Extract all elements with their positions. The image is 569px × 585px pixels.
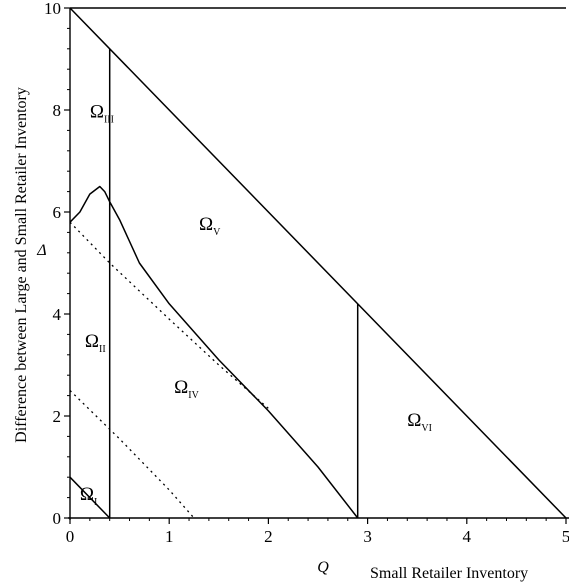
x-axis-symbol: Q <box>317 559 329 576</box>
y-tick-label: 0 <box>53 509 62 528</box>
region-label: ΩII <box>85 331 106 355</box>
y-tick-label: 10 <box>44 0 61 18</box>
series-layer <box>69 7 567 519</box>
x-tick-label: 4 <box>463 527 472 546</box>
region-label: ΩV <box>199 214 221 238</box>
solid-boundary <box>69 185 359 519</box>
y-axis-symbol: Δ <box>36 242 46 259</box>
y-axis-title: Difference between Large and Small Retai… <box>13 87 30 443</box>
y-tick-label: 6 <box>53 203 62 222</box>
region-label: ΩVI <box>407 410 432 434</box>
y-tick-label: 8 <box>53 101 62 120</box>
x-tick-label: 1 <box>165 527 174 546</box>
region-label: ΩIV <box>174 377 199 401</box>
region-labels: ΩI ΩII ΩIII ΩIV ΩV ΩVI <box>80 102 432 508</box>
y-tick-label: 2 <box>53 407 62 426</box>
x-axis-title: Small Retailer Inventory <box>370 565 528 582</box>
solid-boundary <box>69 476 111 519</box>
region-label: ΩIII <box>90 102 114 126</box>
dotted-boundary <box>69 221 269 409</box>
x-tick-label: 0 <box>66 527 75 546</box>
x-tick-label: 2 <box>264 527 273 546</box>
y-tick-label: 4 <box>53 305 62 324</box>
axes: 0 1 2 3 4 5 0 2 4 6 8 10 <box>44 0 569 546</box>
solid-boundary <box>69 7 567 519</box>
x-tick-label: 3 <box>363 527 372 546</box>
x-tick-label: 5 <box>562 527 569 546</box>
region-label: ΩI <box>80 484 97 508</box>
